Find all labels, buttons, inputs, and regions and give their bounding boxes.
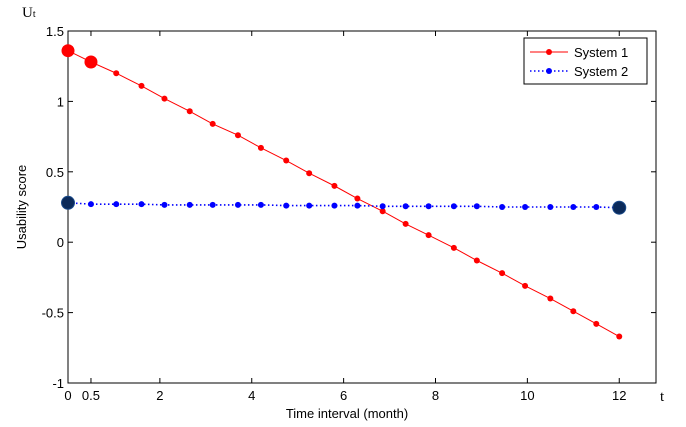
data-point	[161, 201, 168, 208]
data-point	[570, 308, 577, 315]
data-point	[234, 201, 241, 208]
series-line-1	[67, 50, 620, 337]
data-point	[209, 201, 216, 208]
data-point	[354, 195, 361, 202]
x-tick-label: 12	[612, 388, 626, 403]
data-point	[113, 201, 120, 208]
data-point	[138, 201, 145, 208]
series-layer	[61, 44, 627, 340]
x-tick-label: 2	[156, 388, 163, 403]
data-point	[283, 202, 290, 209]
data-point	[522, 282, 529, 289]
data-point	[186, 108, 193, 115]
data-point	[473, 203, 480, 210]
data-point	[186, 201, 193, 208]
data-point	[331, 202, 338, 209]
data-point	[450, 203, 457, 210]
x-axis-label: Time interval (month)	[286, 406, 408, 421]
x-tick-label: 10	[520, 388, 534, 403]
y-tick-label: 1.5	[46, 24, 64, 39]
data-point	[522, 204, 529, 210]
legend: System 1 System 2	[523, 37, 648, 85]
x-tick-label: 8	[432, 388, 439, 403]
y-tick-label: 0.5	[46, 165, 64, 180]
data-point	[257, 201, 264, 208]
data-point	[499, 204, 506, 210]
x-tick-label: 0.5	[82, 388, 100, 403]
data-point	[499, 270, 506, 277]
data-point	[306, 202, 313, 209]
data-point	[306, 170, 313, 177]
y-tick-label: 1	[57, 94, 64, 109]
data-point	[402, 203, 409, 210]
data-point	[379, 208, 386, 215]
y-tick-label: 0	[57, 235, 64, 250]
legend-marker-system-2	[546, 68, 552, 74]
data-point	[450, 244, 457, 251]
x-tick-label: 6	[340, 388, 347, 403]
x-tick-label: 4	[248, 388, 255, 403]
legend-label-system-1: System 1	[574, 45, 628, 60]
highlighted-point	[61, 44, 75, 58]
data-point	[379, 203, 386, 210]
axis-ticks	[67, 30, 656, 384]
y-tick-label: -1	[52, 376, 64, 391]
y-corner-label: Ut	[22, 5, 36, 21]
y-tick-label: -0.5	[42, 306, 64, 321]
highlighted-point	[612, 200, 627, 215]
data-point	[113, 70, 120, 77]
series-line-2	[67, 201, 620, 209]
data-point	[593, 320, 600, 327]
data-point	[425, 203, 432, 210]
legend-box	[523, 37, 648, 85]
data-point	[402, 220, 409, 227]
data-point	[257, 144, 264, 151]
data-point	[473, 257, 480, 264]
x-tick-label: 0	[64, 388, 71, 403]
data-point	[234, 132, 241, 139]
legend-marker-system-1	[546, 49, 552, 55]
data-point	[209, 120, 216, 127]
data-point	[87, 201, 94, 208]
x-corner-label: t	[660, 389, 665, 405]
data-point	[331, 182, 338, 189]
data-point	[138, 82, 145, 89]
data-point	[616, 333, 623, 340]
data-point	[161, 95, 168, 102]
data-point	[283, 157, 290, 164]
data-point	[547, 295, 554, 302]
data-point	[354, 202, 361, 209]
highlighted-point	[84, 55, 98, 69]
legend-label-system-2: System 2	[574, 64, 628, 79]
tick-labels: 0 0.5 2 4 6 8 10 12 -1 -0.5 0 0.5 1 1.5	[42, 24, 627, 403]
data-point	[547, 204, 554, 210]
data-point	[593, 204, 600, 210]
data-point	[425, 232, 432, 239]
y-axis-label: Usability score	[14, 165, 29, 250]
data-point	[570, 204, 577, 210]
highlighted-point	[61, 195, 75, 210]
